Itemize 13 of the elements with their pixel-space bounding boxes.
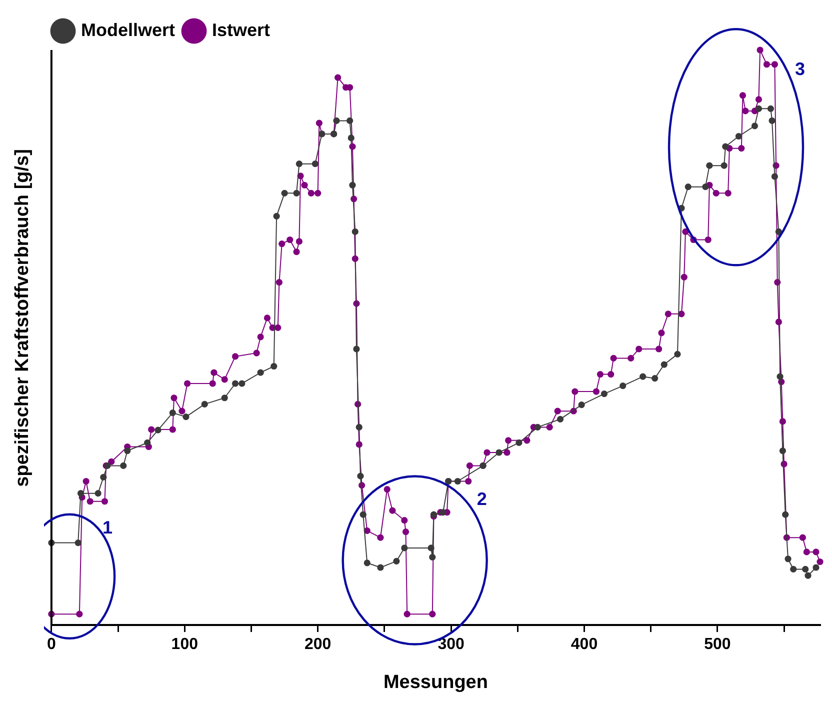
legend-label: Modellwert — [81, 20, 176, 40]
x-tick-label: 0 — [46, 636, 56, 654]
x-tick-label: 300 — [438, 636, 464, 654]
x-axis-title: Messungen — [383, 672, 488, 693]
x-tick-label: 500 — [704, 636, 731, 654]
annotation: 1 — [102, 517, 113, 538]
x-tick-label: 100 — [171, 636, 198, 654]
annotation: 2 — [476, 489, 487, 510]
y-axis-title: spezifischer Kraftstoffverbrauch [g/s] — [12, 149, 34, 487]
annotation: 3 — [795, 59, 806, 80]
x-tick-label: 400 — [570, 636, 598, 654]
legend-label: Istwert — [212, 20, 270, 40]
x-tick-label: 200 — [304, 636, 332, 654]
